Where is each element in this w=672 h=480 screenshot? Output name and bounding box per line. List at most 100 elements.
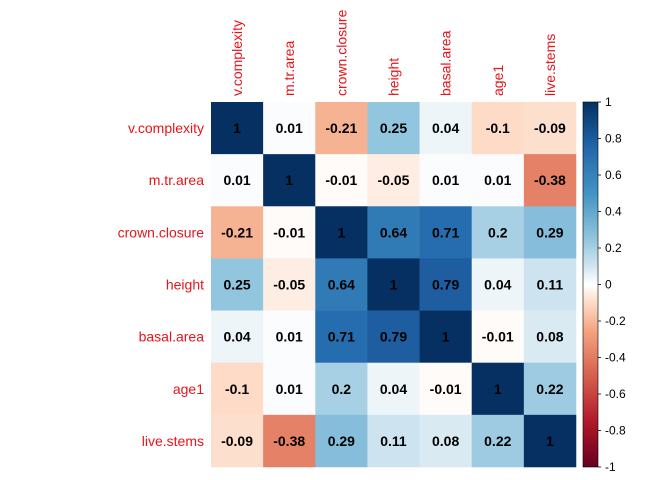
heatmap-cell bbox=[263, 154, 316, 207]
column-label: live.stems bbox=[542, 34, 558, 96]
cell-value-label: 0.22 bbox=[484, 433, 511, 449]
cell-value-label: -0.38 bbox=[534, 172, 566, 188]
heatmap-cells: 1 0.01 -0.21 0.25 0.04 -0.1 -0.09 0.01 1 -0.01 -0.… bbox=[211, 102, 577, 468]
heatmap-cell bbox=[367, 102, 420, 155]
cell-value-label: -0.05 bbox=[273, 276, 305, 292]
cell-value-label: 0.04 bbox=[432, 120, 459, 136]
colorbar-tick-label: 1 bbox=[605, 95, 612, 109]
cell-value-label: 0.25 bbox=[380, 120, 407, 136]
cell-value-label: 0.71 bbox=[432, 224, 459, 240]
heatmap-cell bbox=[471, 414, 525, 468]
cell-value-label: 0.29 bbox=[328, 433, 355, 449]
cell-value-label: -0.01 bbox=[273, 224, 305, 240]
cell-value-label: 0.11 bbox=[537, 276, 564, 292]
heatmap-cell bbox=[315, 362, 368, 416]
colorbar-tick-label: -1 bbox=[605, 460, 616, 474]
heatmap-cell bbox=[263, 414, 316, 468]
heatmap-cell bbox=[315, 310, 368, 363]
heatmap-cell bbox=[471, 206, 525, 259]
heatmap-cell bbox=[523, 362, 577, 416]
cell-value-label: 0.22 bbox=[536, 381, 563, 397]
heatmap-cell bbox=[211, 206, 264, 259]
heatmap-cell bbox=[471, 154, 525, 207]
cell-value-label: 1 bbox=[546, 433, 554, 449]
heatmap-cell bbox=[367, 258, 420, 311]
cell-value-label: 0.64 bbox=[380, 224, 407, 240]
colorbar-legend: 1 0.8 0.6 0.4 0.2 0 -0.2 -0.4 -0.6 -0.8 -1 bbox=[582, 95, 626, 474]
cell-value-label: -0.1 bbox=[225, 381, 249, 397]
cell-value-label: -0.01 bbox=[325, 172, 357, 188]
column-label: crown.closure bbox=[333, 9, 349, 96]
heatmap-cell bbox=[211, 362, 264, 416]
heatmap-cell bbox=[419, 102, 472, 155]
cell-value-label: 0.71 bbox=[328, 329, 355, 345]
cell-value-label: 0.01 bbox=[276, 381, 303, 397]
cell-value-label: 0.01 bbox=[432, 172, 459, 188]
cell-value-label: 0.11 bbox=[380, 433, 407, 449]
heatmap-cell bbox=[419, 310, 472, 363]
cell-value-label: -0.21 bbox=[325, 120, 357, 136]
cell-value-label: -0.01 bbox=[430, 381, 462, 397]
row-labels: v.complexity m.tr.area crown.closure height… bbox=[118, 120, 205, 449]
row-label: crown.closure bbox=[118, 224, 205, 240]
cell-value-label: 0.01 bbox=[484, 172, 511, 188]
row-label: v.complexity bbox=[128, 120, 204, 136]
cell-value-label: -0.01 bbox=[482, 329, 514, 345]
cell-value-label: 1 bbox=[390, 276, 398, 292]
column-label: height bbox=[385, 58, 401, 96]
cell-value-label: 0.79 bbox=[432, 276, 459, 292]
heatmap-cell bbox=[523, 258, 577, 311]
cell-value-label: 0.2 bbox=[332, 381, 352, 397]
column-label: basal.area bbox=[438, 30, 454, 96]
heatmap-cell bbox=[263, 310, 316, 363]
colorbar-tick-label: 0.8 bbox=[605, 132, 622, 146]
heatmap-cell bbox=[315, 258, 368, 311]
cell-value-label: 0.01 bbox=[223, 172, 250, 188]
heatmap-cell bbox=[211, 310, 264, 363]
column-label: age1 bbox=[490, 65, 506, 96]
colorbar-tick-label: -0.2 bbox=[605, 314, 626, 328]
row-label: age1 bbox=[173, 381, 204, 397]
colorbar-tick-label: -0.8 bbox=[605, 424, 626, 438]
heatmap-cell bbox=[315, 154, 368, 207]
heatmap-cell bbox=[523, 310, 577, 363]
heatmap-cell bbox=[315, 206, 368, 259]
column-label: v.complexity bbox=[229, 20, 245, 96]
heatmap-cell bbox=[367, 154, 420, 207]
heatmap-cell bbox=[523, 414, 577, 468]
heatmap-cell bbox=[419, 362, 472, 416]
cell-value-label: 0.2 bbox=[488, 224, 508, 240]
cell-value-label: -0.09 bbox=[221, 433, 253, 449]
cell-value-label: 0.04 bbox=[380, 381, 407, 397]
cell-value-label: 0.08 bbox=[536, 329, 563, 345]
cell-value-label: -0.09 bbox=[534, 120, 566, 136]
cell-value-label: 0.01 bbox=[276, 120, 303, 136]
colorbar-tick-label: -0.4 bbox=[605, 351, 626, 365]
cell-value-label: 0.04 bbox=[484, 276, 511, 292]
heatmap-cell bbox=[419, 154, 472, 207]
column-label: m.tr.area bbox=[281, 41, 297, 96]
cell-value-label: 1 bbox=[285, 172, 293, 188]
heatmap-cell bbox=[471, 362, 525, 416]
heatmap-cell bbox=[315, 414, 368, 468]
column-labels: v.complexity m.tr.area crown.closure height… bbox=[229, 9, 558, 96]
heatmap-cell bbox=[367, 362, 420, 416]
heatmap-cell bbox=[523, 154, 577, 207]
cell-value-label: -0.38 bbox=[273, 433, 305, 449]
heatmap-cell bbox=[263, 206, 316, 259]
heatmap-cell bbox=[419, 206, 472, 259]
heatmap-cell bbox=[367, 414, 420, 468]
row-label: m.tr.area bbox=[149, 172, 204, 188]
heatmap-cell bbox=[471, 258, 525, 311]
row-label: live.stems bbox=[142, 433, 204, 449]
colorbar-tick-label: 0.2 bbox=[605, 241, 622, 255]
heatmap-cell bbox=[471, 102, 525, 155]
colorbar-tick-label: 0.4 bbox=[605, 205, 622, 219]
colorbar-tick-label: 0 bbox=[605, 278, 612, 292]
cell-value-label: 0.04 bbox=[223, 329, 250, 345]
colorbar-gradient bbox=[582, 101, 599, 468]
heatmap-cell bbox=[211, 102, 264, 155]
heatmap-cell bbox=[471, 310, 525, 363]
heatmap-cell bbox=[419, 414, 472, 468]
